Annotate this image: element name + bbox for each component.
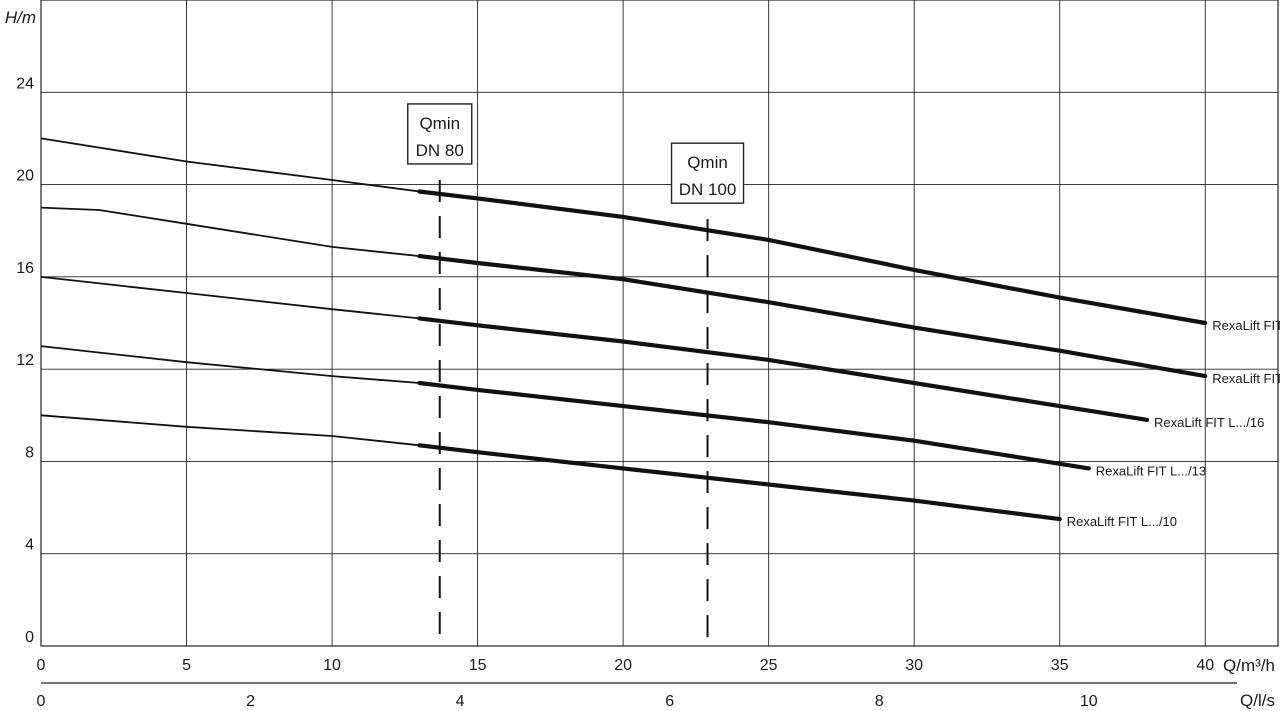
x-tick-label: 0 xyxy=(37,657,46,674)
x2-tick-label: 2 xyxy=(246,693,255,710)
series-line-operating xyxy=(417,380,1091,471)
qmin-box xyxy=(407,103,473,165)
x2-tick-label: 0 xyxy=(37,693,46,710)
x-tick-label: 40 xyxy=(1196,657,1214,674)
x-tick-label: 15 xyxy=(469,657,487,674)
x-tick-label: 25 xyxy=(760,657,778,674)
y-tick-label: 0 xyxy=(25,629,34,646)
series-curves: RexaLift FIT L.../22 RexaLift FIT L.../19… xyxy=(40,137,1280,529)
series-line-thin xyxy=(40,276,420,320)
series-label: RexaLift FIT L.../16 xyxy=(1154,415,1264,430)
series-line-thin xyxy=(40,137,420,193)
y-axis-label: H/m xyxy=(5,8,36,27)
series-line-operating xyxy=(417,443,1062,522)
series-line-operating xyxy=(417,189,1208,326)
series-line-operating xyxy=(417,254,1208,379)
series-label: RexaLift FIT L.../22 xyxy=(1212,318,1280,333)
x-tick-label: 30 xyxy=(905,657,923,674)
x-axis-label: Q/m³/h xyxy=(1223,656,1275,675)
qmin-pipe-label: DN 100 xyxy=(679,180,737,199)
series-line-thin xyxy=(40,345,420,384)
series-label: RexaLift FIT L.../10 xyxy=(1067,514,1177,529)
qmin-box xyxy=(670,142,745,204)
y-tick-label: 20 xyxy=(16,168,34,185)
x2-tick-label: 10 xyxy=(1080,693,1098,710)
qmin-label: Qmin xyxy=(419,114,460,133)
qmin-label: Qmin xyxy=(687,153,728,172)
tick-labels: 0 4 8 12 16 20 24 0 5 10 15 20 25 30 35 40 xyxy=(16,75,1214,674)
series-line-thin xyxy=(40,206,420,257)
y-tick-label: 4 xyxy=(25,537,34,554)
series-label: RexaLift FIT L.../13 xyxy=(1096,463,1206,478)
y-tick-label: 12 xyxy=(16,352,34,369)
qmin-annotations: Qmin DN 80 Qmin DN 100 xyxy=(407,103,745,646)
series-line-operating xyxy=(417,316,1150,422)
y-tick-label: 8 xyxy=(25,444,34,461)
y-tick-label: 24 xyxy=(16,75,34,92)
qmin-pipe-label: DN 80 xyxy=(416,141,464,160)
y-tick-label: 16 xyxy=(16,260,34,277)
grid xyxy=(40,0,1279,647)
x-tick-label: 20 xyxy=(614,657,632,674)
x-tick-label: 5 xyxy=(182,657,191,674)
x2-axis-label: Q/l/s xyxy=(1240,691,1275,710)
series-label: RexaLift FIT L.../19 xyxy=(1212,371,1280,386)
x-tick-label: 35 xyxy=(1051,657,1069,674)
series-line-thin xyxy=(40,414,420,447)
x2-tick-label: 6 xyxy=(665,693,674,710)
plot-frame xyxy=(40,0,1279,647)
x2-tick-label: 4 xyxy=(456,693,465,710)
secondary-x-axis: 0 2 4 6 8 10 xyxy=(37,682,1237,710)
x-tick-label: 10 xyxy=(323,657,341,674)
x2-tick-label: 8 xyxy=(875,693,884,710)
